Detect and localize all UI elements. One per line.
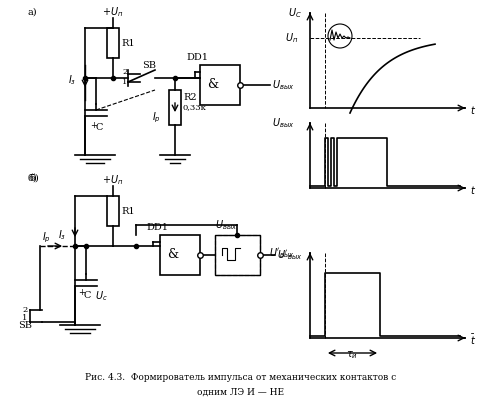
Text: $I_з$: $I_з$ <box>58 228 66 242</box>
Text: $U'_{вых}$: $U'_{вых}$ <box>276 248 302 262</box>
Text: DD1: DD1 <box>186 54 207 63</box>
Text: $I_з$: $I_з$ <box>68 73 76 87</box>
Text: SB: SB <box>142 61 156 71</box>
Bar <box>107 28 119 58</box>
Text: R1: R1 <box>121 38 134 48</box>
Text: $I_р$: $I_р$ <box>152 111 160 125</box>
Text: $\tau_и$: $\tau_и$ <box>345 349 357 361</box>
Text: $U_п$: $U_п$ <box>284 31 298 45</box>
Text: одним ЛЭ И — НЕ: одним ЛЭ И — НЕ <box>197 387 284 397</box>
Text: $+$: $+$ <box>90 120 98 130</box>
Text: $U_с$: $U_с$ <box>95 289 108 303</box>
Text: 0,33к: 0,33к <box>182 103 206 111</box>
Text: $U_{вых}$: $U_{вых}$ <box>271 78 294 92</box>
Text: 2: 2 <box>22 306 27 314</box>
Text: б): б) <box>30 173 40 183</box>
Bar <box>160 235 200 275</box>
Text: б): б) <box>28 173 37 183</box>
Text: $\bar{t}$: $\bar{t}$ <box>469 333 475 347</box>
Text: $U'_{вых}$: $U'_{вых}$ <box>269 246 294 260</box>
Text: &: & <box>207 79 218 92</box>
Text: $+U_п$: $+U_п$ <box>102 5 123 19</box>
Text: $+U_п$: $+U_п$ <box>102 173 123 187</box>
Text: $U_{С}$: $U_{С}$ <box>288 6 301 20</box>
Text: $t$: $t$ <box>469 184 475 196</box>
Text: Рис. 4.3.  Формирователь импульса от механических контактов с: Рис. 4.3. Формирователь импульса от меха… <box>85 374 396 382</box>
Text: &: & <box>167 248 178 262</box>
Bar <box>215 235 260 275</box>
Bar <box>215 235 260 275</box>
Text: $U_{вых}$: $U_{вых}$ <box>215 218 237 232</box>
Text: R1: R1 <box>121 206 134 216</box>
Text: $I_р$: $I_р$ <box>42 231 51 245</box>
Text: SB: SB <box>18 321 32 329</box>
Bar <box>107 196 119 226</box>
Text: $+$: $+$ <box>78 287 86 297</box>
Text: R2: R2 <box>182 92 196 102</box>
Text: C: C <box>96 123 103 133</box>
Text: 1: 1 <box>22 314 27 322</box>
Text: 1: 1 <box>122 78 127 86</box>
Bar <box>200 65 240 105</box>
Text: а): а) <box>28 8 37 16</box>
Text: $U_{вых}$: $U_{вых}$ <box>272 116 294 130</box>
Text: $t$: $t$ <box>469 104 475 116</box>
Text: 2: 2 <box>122 68 127 76</box>
Text: C: C <box>84 291 91 301</box>
Text: DD1: DD1 <box>146 224 168 232</box>
Bar <box>168 90 180 125</box>
